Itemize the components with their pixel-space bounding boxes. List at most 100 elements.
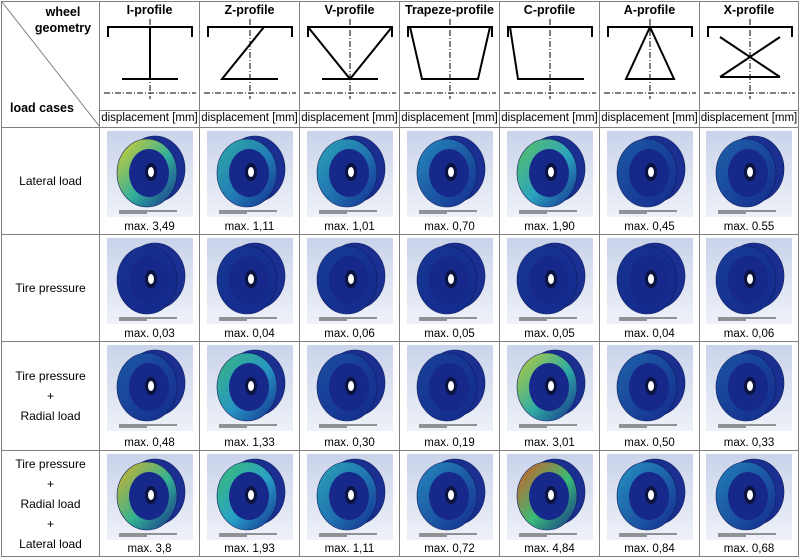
max-displacement: max. 0,19 bbox=[424, 437, 475, 449]
profile-title: C-profile bbox=[523, 3, 576, 17]
result-cell: max. 1,93 bbox=[199, 450, 300, 557]
result-cell: max. 0,70 bbox=[399, 127, 500, 235]
result-cell: max. 0,72 bbox=[399, 450, 500, 557]
a-profile-sketch bbox=[604, 19, 696, 99]
load-case-label-line: Tire pressure bbox=[15, 369, 86, 383]
corner-bottom-label: load cases bbox=[10, 101, 74, 115]
fem-wheel-plot bbox=[606, 345, 693, 431]
load-case-rows: Lateral load max. 3,49 max. 1,11 max. 1,01 m… bbox=[1, 127, 799, 557]
fem-wheel-plot bbox=[406, 238, 493, 324]
max-displacement: max. 0,30 bbox=[324, 437, 375, 449]
max-displacement: max. 1,01 bbox=[324, 221, 375, 233]
i-profile-sketch bbox=[104, 19, 196, 99]
fem-wheel-plot bbox=[406, 345, 493, 431]
max-displacement: max. 0.55 bbox=[723, 221, 775, 233]
max-displacement: max. 0,50 bbox=[624, 437, 675, 449]
result-cell: max. 1,90 bbox=[499, 127, 600, 235]
max-displacement: max. 0,06 bbox=[324, 328, 375, 340]
fem-wheel-plot bbox=[206, 238, 293, 324]
max-displacement: max. 0,70 bbox=[424, 221, 475, 233]
max-displacement: max. 0,72 bbox=[424, 543, 475, 555]
load-case-row: Lateral load max. 3,49 max. 1,11 max. 1,01 m… bbox=[1, 127, 799, 235]
fem-wheel-plot bbox=[706, 238, 792, 324]
max-displacement: max. 1,33 bbox=[224, 437, 275, 449]
result-cell: max. 0,19 bbox=[399, 341, 500, 451]
fem-wheel-plot bbox=[106, 238, 193, 324]
fem-wheel-plot bbox=[106, 454, 193, 540]
header-row: wheel geometry load cases I-profile disp… bbox=[1, 1, 799, 128]
diagonal-divider bbox=[2, 2, 100, 127]
fem-wheel-plot bbox=[706, 454, 792, 540]
fem-wheel-plot bbox=[506, 454, 593, 540]
x-profile-sketch bbox=[704, 19, 795, 99]
result-cell: max. 3,49 bbox=[99, 127, 200, 235]
result-cell: max. 0,45 bbox=[599, 127, 700, 235]
load-case-label-line: Lateral load bbox=[19, 174, 82, 188]
result-cell: max. 0.55 bbox=[699, 127, 799, 235]
result-cell: max. 1,11 bbox=[299, 450, 400, 557]
load-case-row: Tire pressure + Radial load max. 0,48 max. 1… bbox=[1, 341, 799, 451]
fem-wheel-plot bbox=[106, 131, 193, 217]
load-case-label-line: Radial load bbox=[20, 496, 81, 511]
max-displacement: max. 0,68 bbox=[723, 543, 775, 555]
displacement-label: displacement [mm] bbox=[300, 110, 399, 127]
fem-wheel-plot bbox=[106, 345, 193, 431]
load-case-label-line: Tire pressure bbox=[15, 456, 86, 471]
load-case-label: Lateral load bbox=[1, 127, 100, 235]
fem-wheel-plot bbox=[406, 131, 493, 217]
result-cell: max. 4,84 bbox=[499, 450, 600, 557]
load-case-label: Tire pressure + Radial load + Lateral load bbox=[1, 450, 100, 557]
max-displacement: max. 3,8 bbox=[127, 543, 172, 555]
max-displacement: max. 3,01 bbox=[524, 437, 575, 449]
max-displacement: max. 0,84 bbox=[624, 543, 675, 555]
load-case-label-line: + bbox=[46, 516, 54, 531]
fem-wheel-plot bbox=[306, 238, 393, 324]
result-cell: max. 0,05 bbox=[399, 234, 500, 342]
result-cell: max. 1,11 bbox=[199, 127, 300, 235]
max-displacement: max. 0,06 bbox=[723, 328, 775, 340]
load-case-label-line: Lateral load bbox=[19, 536, 82, 551]
displacement-label: displacement [mm] bbox=[500, 110, 599, 127]
result-cell: max. 0,04 bbox=[599, 234, 700, 342]
max-displacement: max. 0,45 bbox=[624, 221, 675, 233]
fem-wheel-plot bbox=[206, 131, 293, 217]
corner-cell: wheel geometry load cases bbox=[1, 1, 100, 128]
profile-header-x: X-profile displacement [mm] bbox=[699, 1, 799, 128]
profile-header-i: I-profile displacement [mm] bbox=[99, 1, 200, 128]
profile-header-c: C-profile displacement [mm] bbox=[499, 1, 600, 128]
displacement-label: displacement [mm] bbox=[700, 110, 798, 127]
displacement-label: displacement [mm] bbox=[100, 110, 199, 127]
max-displacement: max. 1,90 bbox=[524, 221, 575, 233]
fem-wheel-plot bbox=[306, 345, 393, 431]
max-displacement: max. 0,33 bbox=[723, 437, 775, 449]
result-cell: max. 0,33 bbox=[699, 341, 799, 451]
result-cell: max. 0,84 bbox=[599, 450, 700, 557]
max-displacement: max. 0,48 bbox=[124, 437, 175, 449]
max-displacement: max. 0,05 bbox=[424, 328, 475, 340]
max-displacement: max. 0,03 bbox=[124, 328, 175, 340]
max-displacement: max. 0,05 bbox=[524, 328, 575, 340]
fem-wheel-plot bbox=[506, 131, 593, 217]
max-displacement: max. 4,84 bbox=[524, 543, 575, 555]
trapeze-profile-sketch bbox=[404, 19, 496, 99]
profile-title: A-profile bbox=[623, 3, 676, 17]
result-cell: max. 1,01 bbox=[299, 127, 400, 235]
max-displacement: max. 0,04 bbox=[624, 328, 675, 340]
profile-header-a: A-profile displacement [mm] bbox=[599, 1, 700, 128]
profile-title: V-profile bbox=[324, 3, 375, 17]
fem-wheel-plot bbox=[706, 131, 792, 217]
profile-title: Z-profile bbox=[224, 3, 275, 17]
fem-wheel-plot bbox=[206, 454, 293, 540]
fem-wheel-plot bbox=[606, 131, 693, 217]
profile-header-trapeze: Trapeze-profile displacement [mm] bbox=[399, 1, 500, 128]
profile-header-v: V-profile displacement [mm] bbox=[299, 1, 400, 128]
fem-wheel-plot bbox=[506, 345, 593, 431]
result-cell: max. 0,05 bbox=[499, 234, 600, 342]
max-displacement: max. 1,11 bbox=[224, 221, 275, 233]
result-cell: max. 0,06 bbox=[299, 234, 400, 342]
profile-title: Trapeze-profile bbox=[405, 3, 494, 17]
displacement-label: displacement [mm] bbox=[200, 110, 299, 127]
fem-wheel-plot bbox=[306, 131, 393, 217]
result-cell: max. 3,01 bbox=[499, 341, 600, 451]
